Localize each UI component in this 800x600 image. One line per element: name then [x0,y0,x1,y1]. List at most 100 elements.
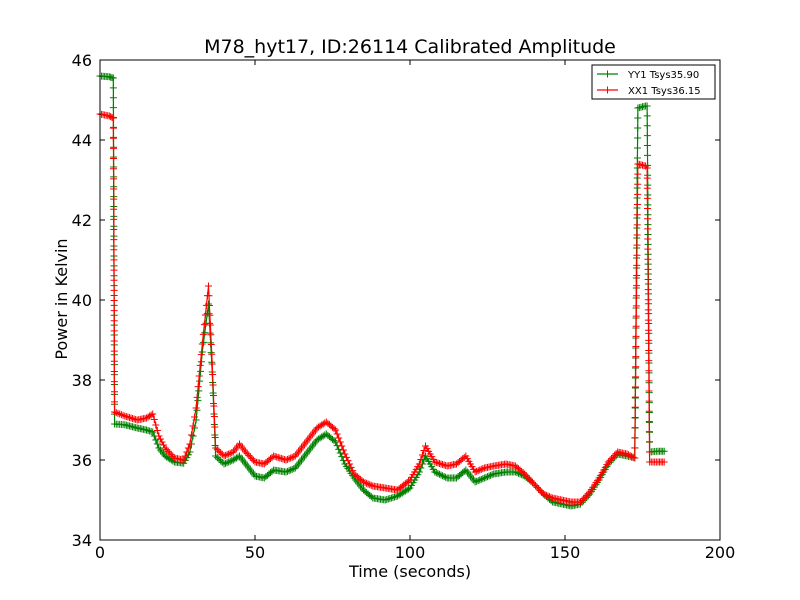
data-point [633,231,641,239]
data-point [225,450,233,458]
data-point [633,144,641,152]
data-point [460,453,468,461]
data-point [117,411,125,419]
data-point [198,340,206,348]
data-point [367,481,375,489]
data-point [644,265,652,273]
data-point [222,459,230,467]
data-point [417,464,425,472]
data-point [632,363,640,371]
data-point [440,473,448,480]
data-point [415,460,423,468]
data-point [338,442,346,450]
data-point [192,404,200,412]
data-point [471,468,479,476]
data-point [644,286,652,294]
data-point [110,175,118,183]
data-point [153,440,161,448]
data-point [110,286,118,294]
data-point [580,495,588,503]
data-point [111,398,119,406]
data-point [206,319,214,327]
legend-label: YY1 Tsys35.90 [627,70,699,81]
data-point [488,471,496,479]
data-point [153,427,161,434]
data-point [644,245,652,253]
data-point [631,444,639,452]
data-point [633,272,641,280]
data-point [110,266,118,274]
x-tick-label: 50 [245,543,265,562]
data-point [485,472,493,480]
data-point [225,458,233,466]
data-point [347,463,355,471]
data-point [480,474,488,482]
data-point [577,498,584,506]
data-point [609,453,617,461]
data-point [213,454,221,462]
data-point [110,246,118,254]
data-point [474,477,482,485]
data-point [522,472,530,480]
data-point [207,341,215,348]
data-point [109,94,117,102]
data-point [644,225,652,233]
data-point [161,444,169,452]
data-point [163,446,171,454]
y-tick-label: 42 [72,211,92,230]
y-tick-label: 44 [72,131,92,150]
data-point [282,456,290,464]
data-point [330,425,338,433]
data-point [248,455,256,463]
data-point [581,493,589,501]
data-point [404,485,412,493]
data-point [110,215,118,223]
data-point [578,496,586,504]
data-point [336,449,344,457]
data-point [644,306,652,314]
data-point [360,478,367,486]
data-point [217,449,225,457]
data-point [643,142,651,150]
data-point [226,449,234,457]
data-point [109,144,117,152]
data-point [333,430,341,438]
legend-box [591,64,716,100]
data-point [111,408,119,416]
data-point [112,409,120,417]
data-point [606,456,614,464]
legend-marker [604,86,611,94]
data-point [110,195,118,203]
data-point [476,466,484,474]
data-point [211,423,219,431]
x-axis-label: Time (seconds) [348,562,471,581]
data-point [160,441,168,449]
x-tick-label: 0 [95,543,105,562]
data-point [437,471,445,479]
data-point [660,447,668,455]
x-tick-label: 200 [705,543,736,562]
data-point [644,235,652,243]
data-point [332,426,340,434]
data-point [287,466,295,474]
data-point [633,251,641,259]
data-point [643,112,651,120]
data-point [194,397,202,405]
data-point [634,170,642,178]
data-point [110,327,118,335]
data-point [205,292,213,300]
data-point [335,445,343,453]
data-point [341,450,349,458]
data-point [242,448,250,456]
data-point [645,417,653,425]
data-point [418,451,426,459]
data-point [629,453,637,461]
series-1 [96,110,668,506]
data-point [643,102,651,110]
data-point [634,180,642,188]
data-point [287,454,295,462]
y-tick-label: 36 [72,451,92,470]
data-point [195,372,203,380]
data-point [631,424,639,432]
